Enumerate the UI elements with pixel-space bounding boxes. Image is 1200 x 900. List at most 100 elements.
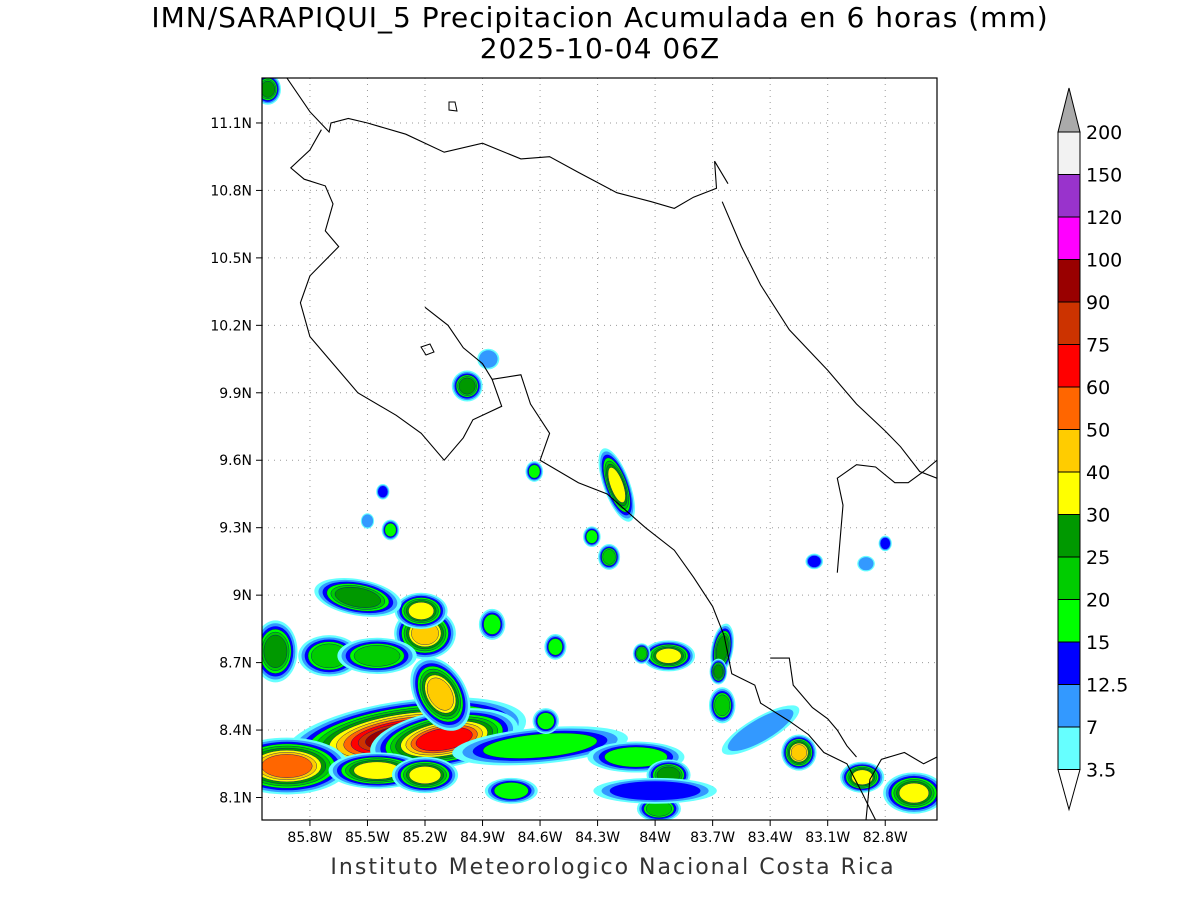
legend-label: 120 <box>1086 207 1122 229</box>
map-title: IMN/SARAPIQUI_5 Precipitacion Acumulada … <box>0 2 1200 64</box>
coastline-segment <box>865 751 937 820</box>
precip-cell <box>314 577 402 617</box>
legend-swatch <box>1057 429 1081 473</box>
lon-tick-label: 83.7W <box>690 830 735 846</box>
axes: 85.8W 85.5W 85.2W 84.9W 84.6W 84.3W 84W 83.7W 83… <box>210 116 908 846</box>
precip-contour <box>334 586 382 608</box>
plot-frame <box>261 77 938 821</box>
legend-label: 20 <box>1086 590 1110 612</box>
precip-contour <box>408 601 435 620</box>
lat-tick-label: 9.6N <box>219 453 252 469</box>
legend-label: 3.5 <box>1086 760 1116 782</box>
color-legend: 200 3.5 7 12.5 15 20 25 30 40 50 60 75 90 100 120 150 <box>1057 87 1128 812</box>
precip-contour <box>858 557 874 571</box>
precip-cell <box>593 777 717 804</box>
title-line-2: 2025-10-04 06Z <box>479 32 721 65</box>
legend-under-triangle <box>1057 769 1081 812</box>
legend-swatch <box>1057 684 1081 728</box>
precip-cell <box>381 519 400 541</box>
precip-contour <box>426 677 454 711</box>
precip-cell <box>598 448 635 522</box>
precip-contour <box>537 712 555 730</box>
island-outline <box>448 101 458 112</box>
precip-cell <box>805 553 824 570</box>
precip-cell <box>708 687 736 724</box>
legend-label: 90 <box>1086 292 1110 314</box>
lon-tick-label: 84W <box>639 830 671 846</box>
precip-contour <box>263 634 288 668</box>
precip-cell <box>376 483 390 500</box>
legend-label: 30 <box>1086 505 1110 527</box>
precip-cell <box>544 633 567 660</box>
legend-swatch <box>1057 726 1081 770</box>
precip-cell <box>878 535 892 552</box>
precip-contour <box>602 549 616 565</box>
precip-cell <box>478 608 506 640</box>
lon-tick-label: 83.4W <box>748 830 793 846</box>
precip-cell <box>262 620 298 683</box>
precip-contour <box>483 614 501 635</box>
precip-contour <box>807 555 821 568</box>
precip-cell <box>452 726 628 766</box>
precip-contour <box>458 377 476 395</box>
lon-tick-label: 82.8W <box>863 830 908 846</box>
legend-swatch <box>1057 599 1081 643</box>
precip-contour <box>262 754 313 778</box>
lon-tick-label: 84.6W <box>518 830 563 846</box>
precipitation-field <box>262 78 937 820</box>
coastline-segment <box>836 459 937 573</box>
lat-tick-label: 10.2N <box>210 318 252 334</box>
precip-contour <box>880 537 891 550</box>
precip-cell <box>587 741 685 773</box>
precip-cell <box>394 592 448 629</box>
lon-tick-label: 84.3W <box>575 830 620 846</box>
lon-tick-label: 85.5W <box>345 830 390 846</box>
precip-cell <box>781 734 817 771</box>
legend-swatch <box>1057 174 1081 218</box>
legend-swatch <box>1057 131 1081 175</box>
precip-cell <box>484 777 538 804</box>
legend-swatch <box>1057 344 1081 388</box>
coastline <box>286 78 937 820</box>
precip-cell <box>642 640 695 672</box>
island-outline <box>420 343 435 356</box>
precip-contour <box>851 769 874 785</box>
precip-cell <box>532 708 560 734</box>
legend-label: 50 <box>1086 420 1110 442</box>
precip-cell <box>262 78 281 105</box>
lat-tick-label: 10.8N <box>210 183 252 199</box>
coastline-segment <box>289 129 503 462</box>
lon-tick-label: 85.2W <box>402 830 447 846</box>
precip-contour <box>727 709 794 752</box>
legend-label: 12.5 <box>1086 675 1128 697</box>
precip-cell <box>883 772 937 814</box>
precip-contour <box>548 638 563 656</box>
precip-cell <box>598 543 621 570</box>
precip-cell <box>451 370 483 402</box>
legend-label: 100 <box>1086 250 1122 272</box>
precip-cell <box>583 526 601 548</box>
coastline-segment <box>770 657 857 758</box>
precip-contour <box>528 464 541 479</box>
coastline-segment <box>286 78 729 209</box>
precip-contour <box>604 746 668 768</box>
precip-cell <box>525 461 544 482</box>
lon-tick-label: 83.1W <box>805 830 850 846</box>
footer-credit: Instituto Meteorologico Nacional Costa R… <box>330 855 896 880</box>
lat-tick-label: 11.1N <box>210 116 252 132</box>
lat-tick-label: 8.4N <box>219 723 252 739</box>
precip-cell <box>391 756 459 794</box>
precip-contour <box>482 732 598 759</box>
lon-tick-label: 85.8W <box>287 830 332 846</box>
lon-tick-label: 84.9W <box>460 830 505 846</box>
precip-contour <box>361 514 374 528</box>
precip-contour <box>655 648 682 664</box>
lat-tick-label: 8.1N <box>219 791 252 807</box>
precip-cell <box>632 643 651 664</box>
legend-swatch <box>1057 556 1081 600</box>
legend-label: 7 <box>1086 717 1098 739</box>
legend-label: 200 <box>1086 122 1122 144</box>
lat-tick-label: 10.5N <box>210 251 252 267</box>
precip-contour <box>493 782 529 800</box>
precip-cell <box>477 348 500 370</box>
